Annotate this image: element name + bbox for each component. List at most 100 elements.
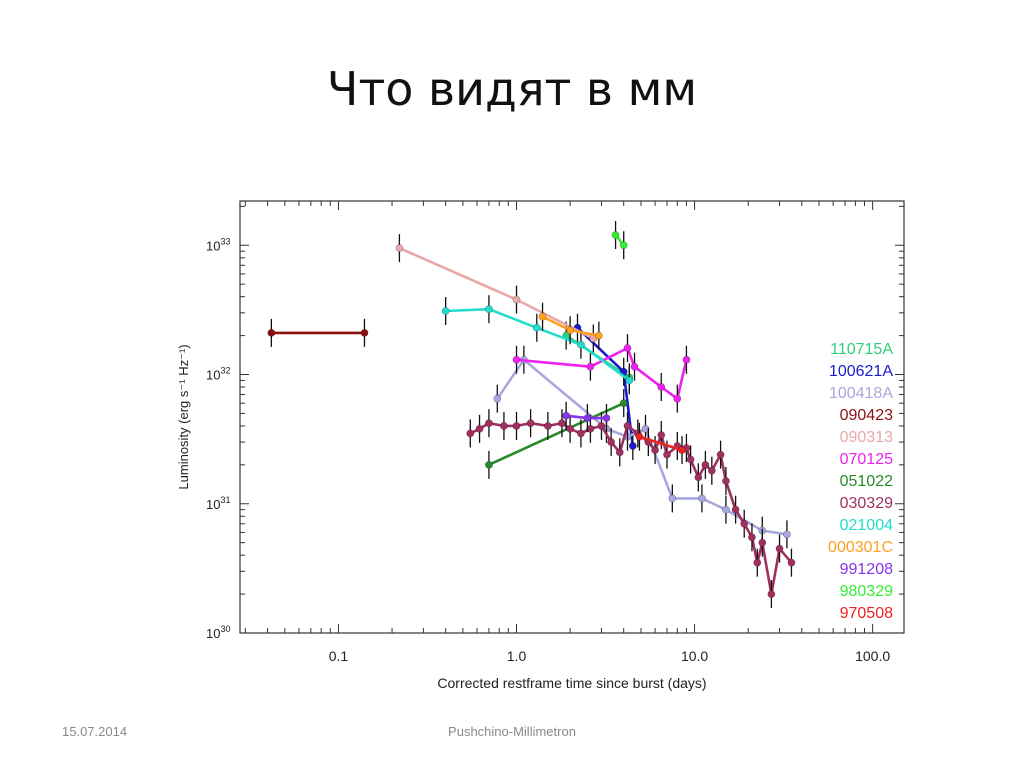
data-point xyxy=(635,432,644,441)
legend-entry: 980329 xyxy=(840,583,893,600)
y-tick-label: 1033 xyxy=(206,236,230,253)
data-point xyxy=(668,494,677,503)
data-point xyxy=(630,362,639,371)
legend-entry: 070125 xyxy=(840,451,893,468)
data-point xyxy=(775,544,784,553)
legend-entry: 991208 xyxy=(840,561,893,578)
data-point xyxy=(615,448,624,457)
series-group xyxy=(267,221,796,609)
data-point xyxy=(748,533,756,542)
y-tick-label: 1031 xyxy=(206,495,230,512)
data-point xyxy=(657,431,666,439)
legend-entry: 051022 xyxy=(840,473,893,490)
data-point xyxy=(682,355,691,364)
data-point xyxy=(716,450,725,459)
x-axis-label: Corrected restframe time since burst (da… xyxy=(437,675,706,691)
data-point xyxy=(493,394,502,403)
data-point xyxy=(500,422,508,430)
y-tick-label: 1030 xyxy=(206,624,230,641)
slide-title: Что видят в мм xyxy=(326,62,698,116)
data-point xyxy=(586,362,595,371)
data-point xyxy=(651,446,659,455)
x-tick-label: 100.0 xyxy=(855,648,890,664)
series-021004 xyxy=(441,295,634,395)
data-point xyxy=(722,477,730,485)
data-point xyxy=(641,424,650,433)
data-point xyxy=(562,411,571,420)
legend-entry: 970508 xyxy=(840,605,893,622)
legend-entry: 000301C xyxy=(828,539,893,556)
legend-entry: 030329 xyxy=(840,495,893,512)
legend-entry: 090423 xyxy=(840,407,893,424)
data-point xyxy=(619,241,628,250)
legend-entry: 100418A xyxy=(829,385,893,402)
data-point xyxy=(783,530,791,539)
series-line xyxy=(496,358,788,536)
data-point xyxy=(740,519,749,528)
data-point xyxy=(577,429,585,438)
data-point xyxy=(512,355,521,364)
legend-entry: 110715A xyxy=(830,341,893,358)
series-090423 xyxy=(267,318,369,347)
series-070125 xyxy=(512,334,691,413)
footer-date: 15.07.2014 xyxy=(62,724,128,739)
x-tick-label: 0.1 xyxy=(329,648,349,664)
data-point xyxy=(731,505,740,514)
footer-center: Pushchino-Millimetron xyxy=(448,724,576,739)
y-axis-label: Luminosity (erg s⁻¹ Hz⁻¹) xyxy=(176,344,191,489)
data-point xyxy=(583,414,592,422)
data-point xyxy=(441,307,450,315)
series-991208 xyxy=(562,401,611,433)
data-point xyxy=(673,394,682,403)
data-point xyxy=(512,422,521,430)
data-point xyxy=(657,383,666,391)
data-point xyxy=(577,340,585,349)
data-point xyxy=(623,422,632,430)
x-tick-label: 10.0 xyxy=(681,648,708,664)
series-line xyxy=(488,402,625,466)
data-point xyxy=(475,424,484,433)
data-point xyxy=(485,460,493,469)
data-point xyxy=(566,326,575,335)
series-line xyxy=(639,435,683,452)
x-tick-label: 1.0 xyxy=(507,648,527,664)
data-point xyxy=(758,538,767,547)
series-000301C xyxy=(538,302,603,350)
data-point xyxy=(619,399,628,408)
data-point xyxy=(538,312,547,321)
data-point xyxy=(686,455,695,464)
data-point xyxy=(707,466,716,475)
data-point xyxy=(526,419,535,428)
data-point xyxy=(543,422,552,430)
chart-legend: 110715A 100621A 100418A 090423 090313 070125 0… xyxy=(828,341,893,622)
data-point xyxy=(611,231,620,239)
series-line xyxy=(398,246,594,340)
data-point xyxy=(512,295,521,304)
legend-entry: 021004 xyxy=(840,517,893,534)
data-point xyxy=(753,558,762,567)
legend-entry: 100621A xyxy=(829,363,893,380)
series-100418A xyxy=(493,345,791,549)
series-980329 xyxy=(611,221,628,260)
data-point xyxy=(558,419,566,428)
data-point xyxy=(625,376,634,385)
data-point xyxy=(767,590,776,598)
data-point xyxy=(698,494,706,503)
data-point xyxy=(701,460,710,469)
axis-ticks: 0.1 1.0 10.0 100.0 1030 1031 1032 1033 xyxy=(206,201,904,664)
series-090313 xyxy=(395,234,598,353)
data-point xyxy=(602,414,611,422)
data-point xyxy=(597,422,606,430)
data-point xyxy=(607,438,616,446)
data-point xyxy=(623,344,632,353)
y-tick-label: 1032 xyxy=(206,366,230,383)
data-point xyxy=(485,419,493,428)
data-point xyxy=(395,244,404,253)
data-point xyxy=(566,424,575,433)
data-point xyxy=(532,323,541,332)
data-point xyxy=(722,505,730,514)
data-point xyxy=(267,328,276,337)
data-point xyxy=(678,446,686,455)
data-point xyxy=(694,473,703,482)
